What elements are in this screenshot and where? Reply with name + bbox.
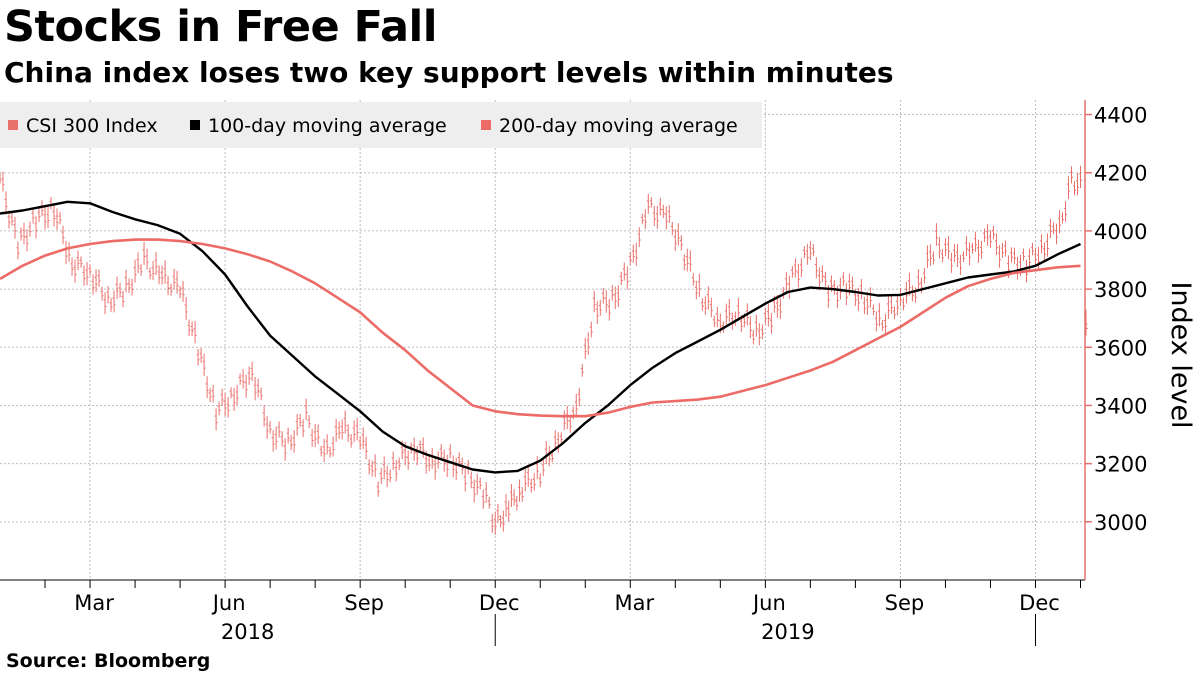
legend-label-ma200: 200-day moving average — [499, 115, 738, 137]
legend-background — [0, 102, 762, 148]
y-tick-label: 4200 — [1094, 162, 1147, 186]
x-tick-label: Mar — [74, 591, 114, 615]
x-tick-label: Sep — [344, 591, 384, 615]
x-tick-label: Dec — [1019, 591, 1060, 615]
legend-swatch-ma100 — [190, 120, 200, 130]
y-tick-label: 3400 — [1094, 394, 1147, 418]
chart-subtitle: China index loses two key support levels… — [4, 56, 894, 89]
y-tick-label: 3200 — [1094, 453, 1147, 477]
legend: CSI 300 Index 100-day moving average 200… — [0, 102, 762, 148]
source-note: Source: Bloomberg — [6, 650, 211, 672]
series-line-ma100 — [0, 200, 1081, 474]
series-layer — [0, 165, 1088, 535]
x-tick-label: Mar — [614, 591, 654, 615]
y-tick-label: 3000 — [1094, 511, 1147, 535]
y-tick-label: 3800 — [1094, 278, 1147, 302]
axes: 3000 3200 3400 3600 3800 4000 4200 4400 Mar Jun Se… — [0, 100, 1147, 646]
chart-title: Stocks in Free Fall — [4, 2, 438, 52]
series-line-ma200 — [0, 238, 1081, 418]
x-tick-label: Jun — [751, 591, 786, 615]
y-tick-label: 4000 — [1094, 220, 1147, 244]
legend-swatch-ma200 — [481, 120, 491, 130]
y-axis-label: Index level — [1165, 281, 1196, 428]
x-year-label: 2019 — [761, 620, 814, 644]
legend-label-ma100: 100-day moving average — [208, 115, 447, 137]
legend-label-csi300: CSI 300 Index — [26, 115, 158, 137]
x-tick-label: Jun — [211, 591, 246, 615]
grid-lines — [0, 100, 1085, 580]
x-tick-label: Dec — [479, 591, 520, 615]
y-tick-label: 4400 — [1094, 104, 1147, 128]
x-tick-label: Sep — [885, 591, 925, 615]
y-tick-label: 3600 — [1094, 336, 1147, 360]
legend-swatch-csi300 — [8, 120, 18, 130]
x-year-label: 2018 — [221, 620, 274, 644]
